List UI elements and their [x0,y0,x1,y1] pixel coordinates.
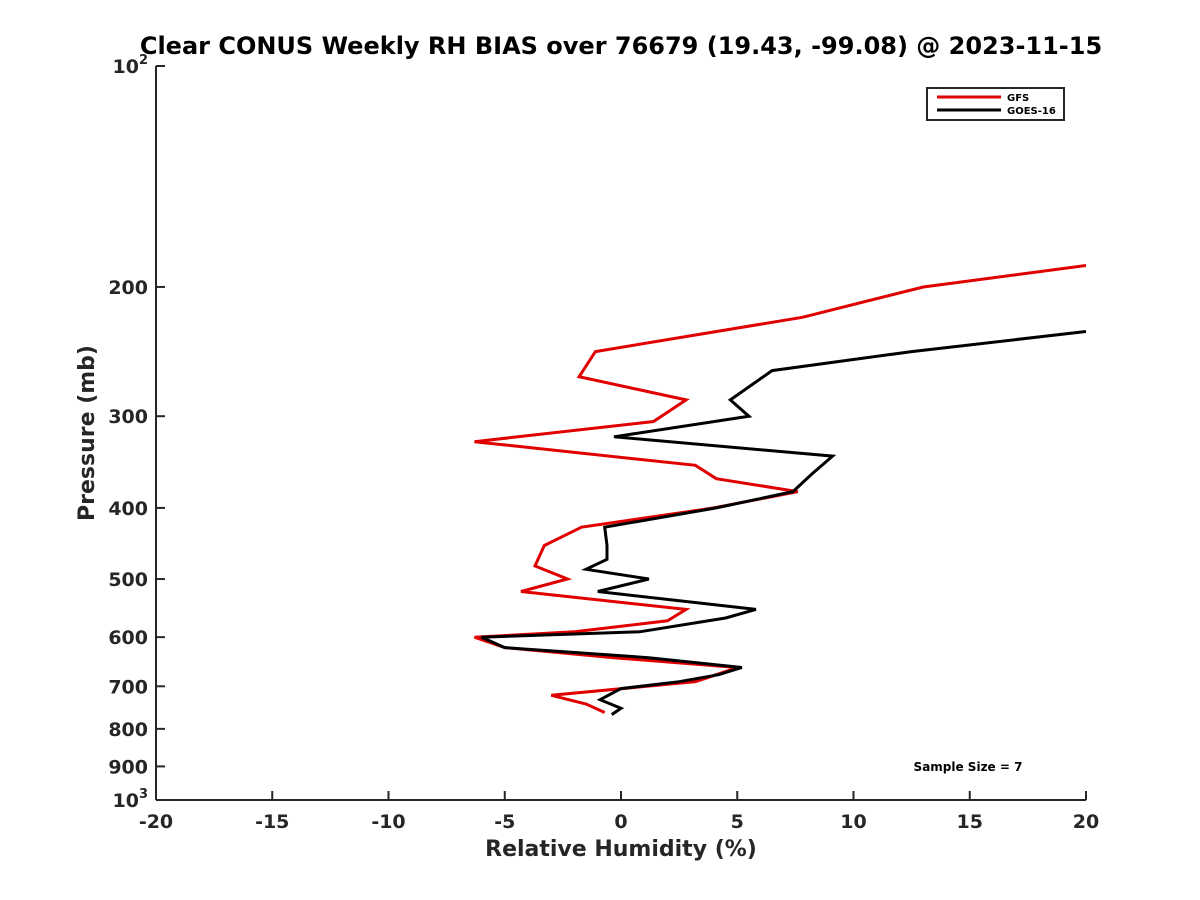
series-line-goes-16 [480,330,1086,716]
legend-label-goes-16: GOES-16 [1007,106,1056,117]
x-axis-label: Relative Humidity (%) [485,837,757,862]
x-tick-label: 0 [614,811,627,833]
y-tick-label: 102 [113,53,149,78]
chart-title: Clear CONUS Weekly RH BIAS over 76679 (1… [140,32,1102,60]
x-tick-label: 5 [731,811,744,833]
y-tick-label: 800 [108,719,148,741]
y-axis-label: Pressure (mb) [75,345,100,521]
x-tick-label: 20 [1073,811,1099,833]
x-tick-label: -20 [139,811,173,833]
y-tick-label: 200 [108,277,148,299]
y-tick-label: 600 [108,627,148,649]
x-tick-label: -5 [494,811,515,833]
sample-size-annotation: Sample Size = 7 [914,760,1023,774]
y-tick-label: 400 [108,498,148,520]
legend: GFS GOES-16 [926,87,1065,121]
legend-label-gfs: GFS [1007,93,1029,104]
y-tick-label: 700 [108,676,148,698]
y-tick-label: 103 [113,787,149,812]
legend-box [926,87,1065,121]
y-tick-label: 900 [108,756,148,778]
x-tick-label: 15 [957,811,983,833]
x-tick-label: 10 [840,811,866,833]
x-tick-label: -15 [255,811,289,833]
x-tick-label: -10 [371,811,405,833]
y-tick-label: 500 [108,569,148,591]
plot-area: -20 -15 -10 -5 0 5 10 15 20 102 200 300 400 500 600 700… [108,53,1099,833]
y-tick-label: 300 [108,406,148,428]
